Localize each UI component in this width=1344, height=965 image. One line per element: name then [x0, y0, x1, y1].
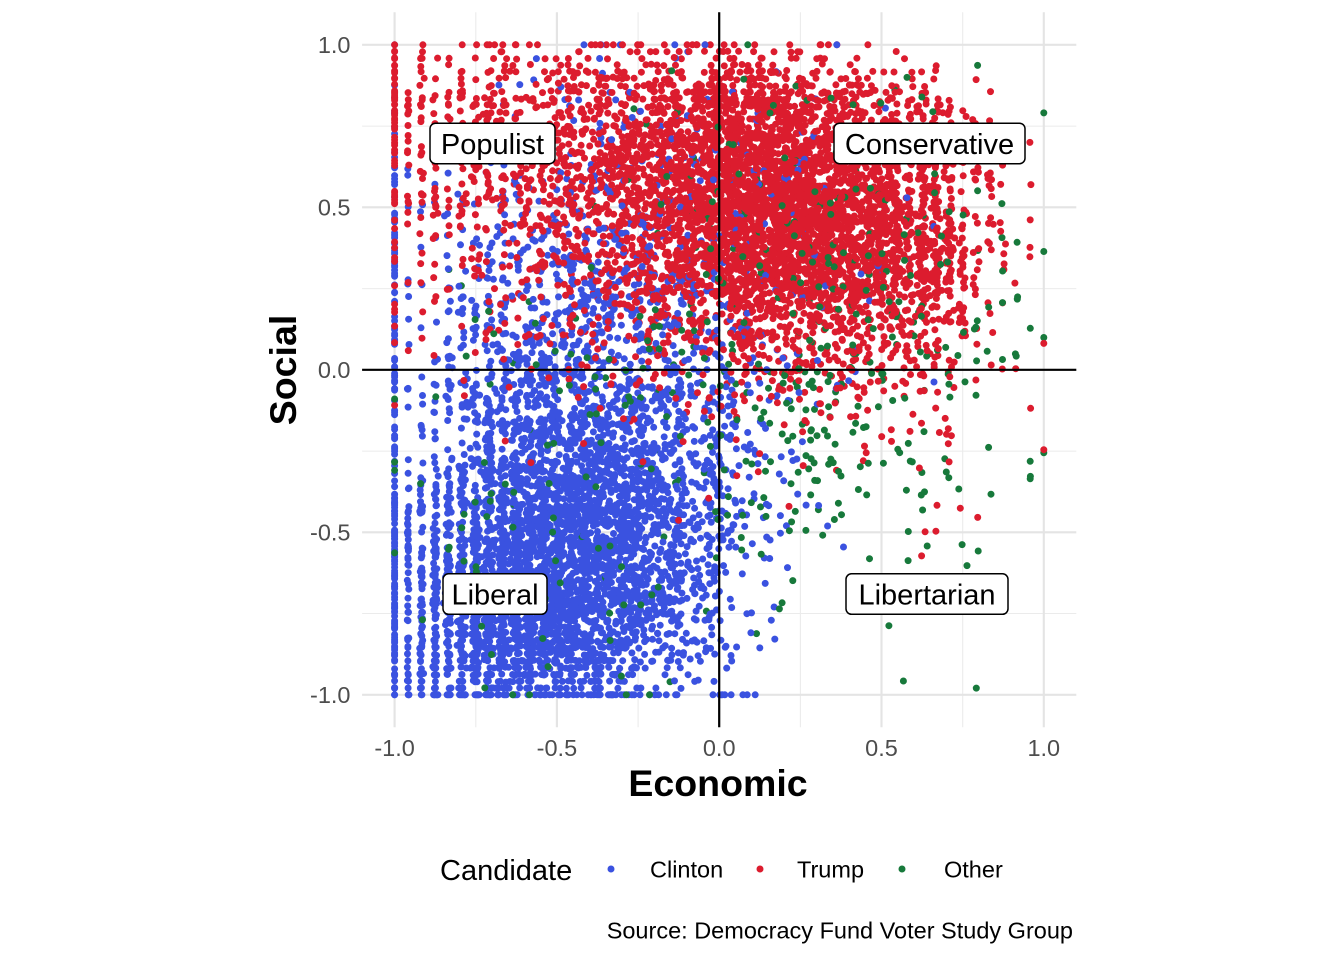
svg-text:-1.0: -1.0: [310, 682, 351, 708]
svg-text:1.0: 1.0: [318, 32, 351, 58]
svg-text:Social: Social: [262, 315, 304, 425]
svg-text:Candidate: Candidate: [440, 855, 572, 887]
svg-text:0.5: 0.5: [865, 735, 898, 761]
svg-text:-0.5: -0.5: [537, 735, 578, 761]
svg-text:Source: Democracy Fund Voter S: Source: Democracy Fund Voter Study Group: [607, 918, 1073, 944]
svg-text:0.5: 0.5: [318, 195, 351, 221]
svg-text:-0.5: -0.5: [310, 520, 351, 546]
svg-text:Conservative: Conservative: [845, 129, 1014, 161]
svg-text:Trump: Trump: [797, 857, 864, 883]
svg-text:0.0: 0.0: [318, 357, 351, 383]
svg-text:Populist: Populist: [441, 129, 544, 161]
svg-text:Other: Other: [944, 857, 1003, 883]
svg-text:Clinton: Clinton: [650, 857, 723, 883]
svg-text:0.0: 0.0: [703, 735, 736, 761]
svg-text:-1.0: -1.0: [374, 735, 415, 761]
svg-text:Economic: Economic: [628, 762, 807, 804]
svg-text:Libertarian: Libertarian: [858, 580, 995, 612]
svg-text:1.0: 1.0: [1027, 735, 1060, 761]
svg-text:Liberal: Liberal: [451, 580, 538, 612]
